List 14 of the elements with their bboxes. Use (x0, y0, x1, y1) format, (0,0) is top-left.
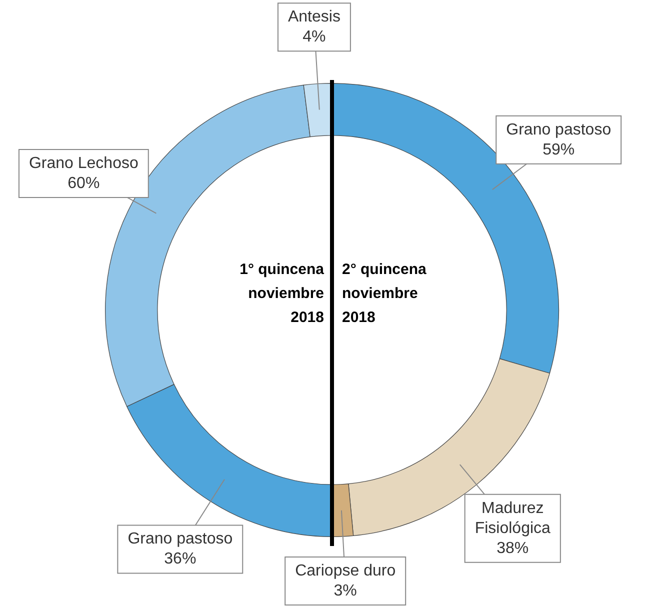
slice-label: Cariopse duro (295, 562, 396, 580)
slice-label: Madurez Fisiológica (474, 500, 551, 537)
text: 1° quincena noviembre 2018 (240, 261, 325, 326)
data-label: 60% (68, 174, 100, 192)
data-label: 38% (496, 540, 529, 557)
data-label: 59% (542, 141, 575, 158)
data-label: 3% (334, 582, 357, 600)
slice-label: Grano Lechoso (28, 154, 138, 172)
slice-label: Grano pastoso (506, 121, 612, 138)
data-label: 36% (164, 550, 196, 568)
data-label: 4% (302, 28, 326, 46)
slice-label: Grano pastoso (128, 530, 233, 548)
slice-label: Antesis (288, 8, 340, 26)
text: 2° quincena noviembre 2018 (342, 261, 428, 326)
